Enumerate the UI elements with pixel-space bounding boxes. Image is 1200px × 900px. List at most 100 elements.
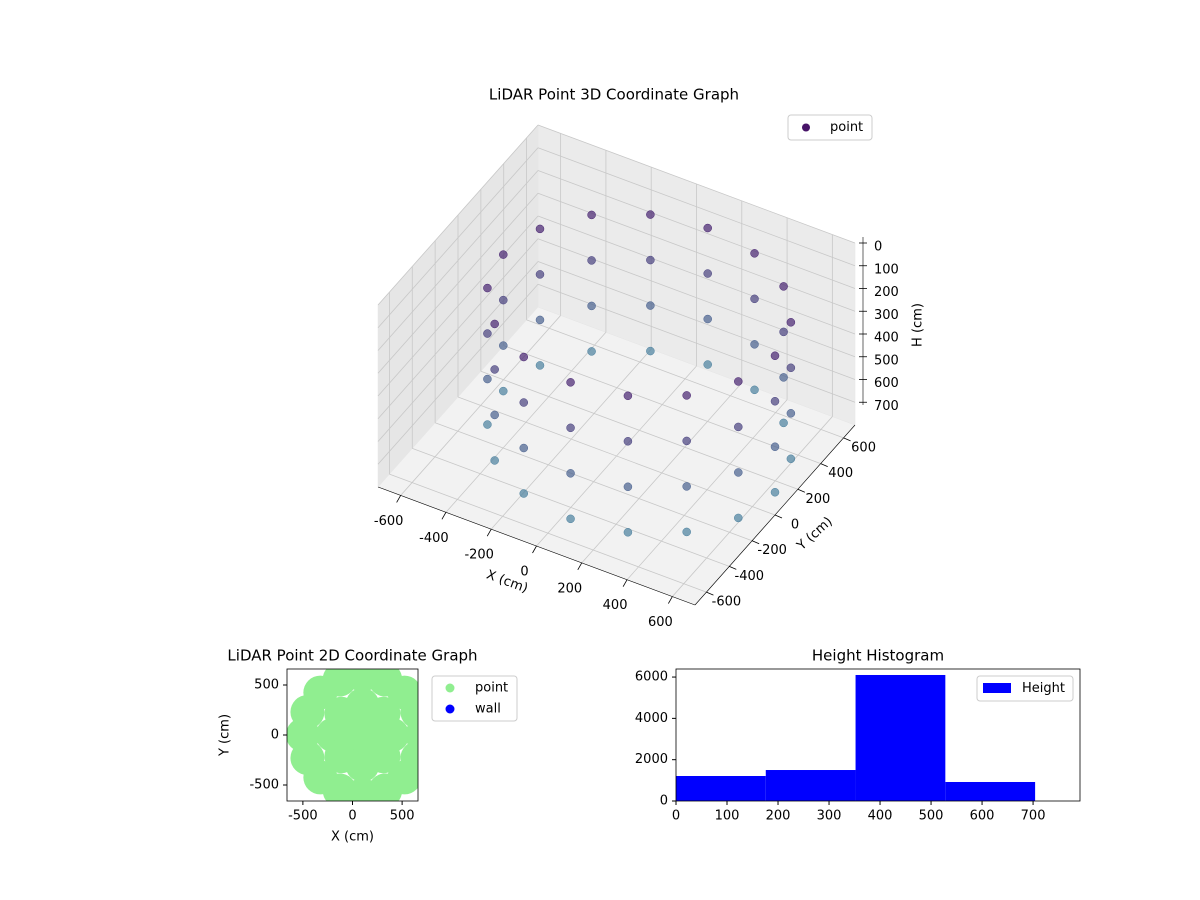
point — [483, 330, 491, 338]
x-tick-label: 500 — [390, 809, 415, 824]
point — [520, 490, 528, 498]
point — [787, 318, 795, 326]
point — [588, 347, 596, 355]
point — [499, 251, 507, 259]
point — [499, 296, 507, 304]
point — [751, 295, 759, 303]
point — [345, 718, 379, 752]
point — [520, 353, 528, 361]
y-tick-label: 500 — [254, 678, 279, 693]
point — [491, 320, 499, 328]
point — [771, 443, 779, 451]
y-tick-label: 600 — [851, 440, 876, 455]
z-tick-label: 100 — [874, 262, 899, 277]
point — [704, 361, 712, 369]
point — [624, 528, 632, 536]
bar — [856, 675, 946, 801]
point — [624, 437, 632, 445]
legend-marker — [446, 684, 455, 693]
point — [483, 284, 491, 292]
y-tick-label: 200 — [805, 492, 830, 507]
legend-label: point — [830, 120, 863, 135]
point — [780, 328, 788, 336]
point — [567, 424, 575, 432]
point — [491, 456, 499, 464]
point — [536, 361, 544, 369]
point — [780, 282, 788, 290]
legend-label: point — [475, 681, 508, 696]
point — [771, 352, 779, 360]
point — [588, 256, 596, 264]
y-tick-label: 0 — [660, 794, 668, 809]
point — [588, 302, 596, 310]
point — [683, 482, 691, 490]
y-tick-label: -600 — [712, 595, 742, 610]
point — [787, 409, 795, 417]
point — [499, 342, 507, 350]
point — [771, 397, 779, 405]
point — [734, 423, 742, 431]
point — [704, 315, 712, 323]
z-tick-label: 300 — [874, 308, 899, 323]
point — [771, 488, 779, 496]
y-tick-label: 0 — [271, 728, 279, 743]
point — [646, 256, 654, 264]
legend-marker — [446, 705, 455, 714]
y-axis-label: Y (cm) — [218, 714, 233, 757]
x-tick-label: 100 — [715, 809, 740, 824]
x-tick-label: 0 — [520, 565, 528, 580]
point — [536, 225, 544, 233]
point — [787, 455, 795, 463]
chart-title: LiDAR Point 3D Coordinate Graph — [489, 86, 739, 104]
point — [520, 399, 528, 407]
legend-marker — [983, 683, 1011, 693]
z-tick-label: 0 — [874, 240, 882, 255]
point — [646, 347, 654, 355]
x-tick-label: 500 — [919, 809, 944, 824]
x-axis-label: X (cm) — [331, 830, 374, 845]
chart-title: LiDAR Point 2D Coordinate Graph — [227, 647, 477, 665]
y-tick-label: 2000 — [635, 752, 668, 767]
bar — [766, 770, 856, 801]
point — [751, 386, 759, 394]
x-tick-label: -200 — [464, 548, 494, 563]
x-tick-label: 200 — [766, 809, 791, 824]
point — [683, 528, 691, 536]
x-tick-label: 600 — [648, 615, 673, 630]
point — [567, 378, 575, 386]
point — [646, 211, 654, 219]
x-tick-label: 0 — [672, 809, 680, 824]
x-tick-label: 400 — [603, 598, 628, 613]
z-tick-label: 600 — [874, 376, 899, 391]
point — [751, 340, 759, 348]
point — [520, 444, 528, 452]
y-tick-label: 6000 — [635, 670, 668, 685]
legend-marker — [802, 124, 810, 132]
point — [483, 375, 491, 383]
y-tick-label: 4000 — [635, 711, 668, 726]
point — [567, 515, 575, 523]
y-tick-label: -400 — [735, 569, 765, 584]
point — [567, 469, 575, 477]
y-tick-label: -200 — [757, 543, 787, 558]
point — [536, 316, 544, 324]
legend-label: Height — [1022, 681, 1065, 696]
point — [499, 387, 507, 395]
z-tick-label: 200 — [874, 285, 899, 300]
point — [734, 377, 742, 385]
point — [780, 419, 788, 427]
z-tick-label: 700 — [874, 399, 899, 414]
point — [491, 365, 499, 373]
plot-area — [286, 658, 439, 812]
chart-title: Height Histogram — [812, 647, 944, 665]
point — [734, 468, 742, 476]
y-tick-label: 0 — [791, 518, 799, 533]
point — [780, 373, 788, 381]
point — [624, 392, 632, 400]
point — [704, 224, 712, 232]
x-tick-label: -400 — [419, 531, 449, 546]
point — [751, 249, 759, 257]
point — [787, 364, 795, 372]
point — [588, 211, 596, 219]
